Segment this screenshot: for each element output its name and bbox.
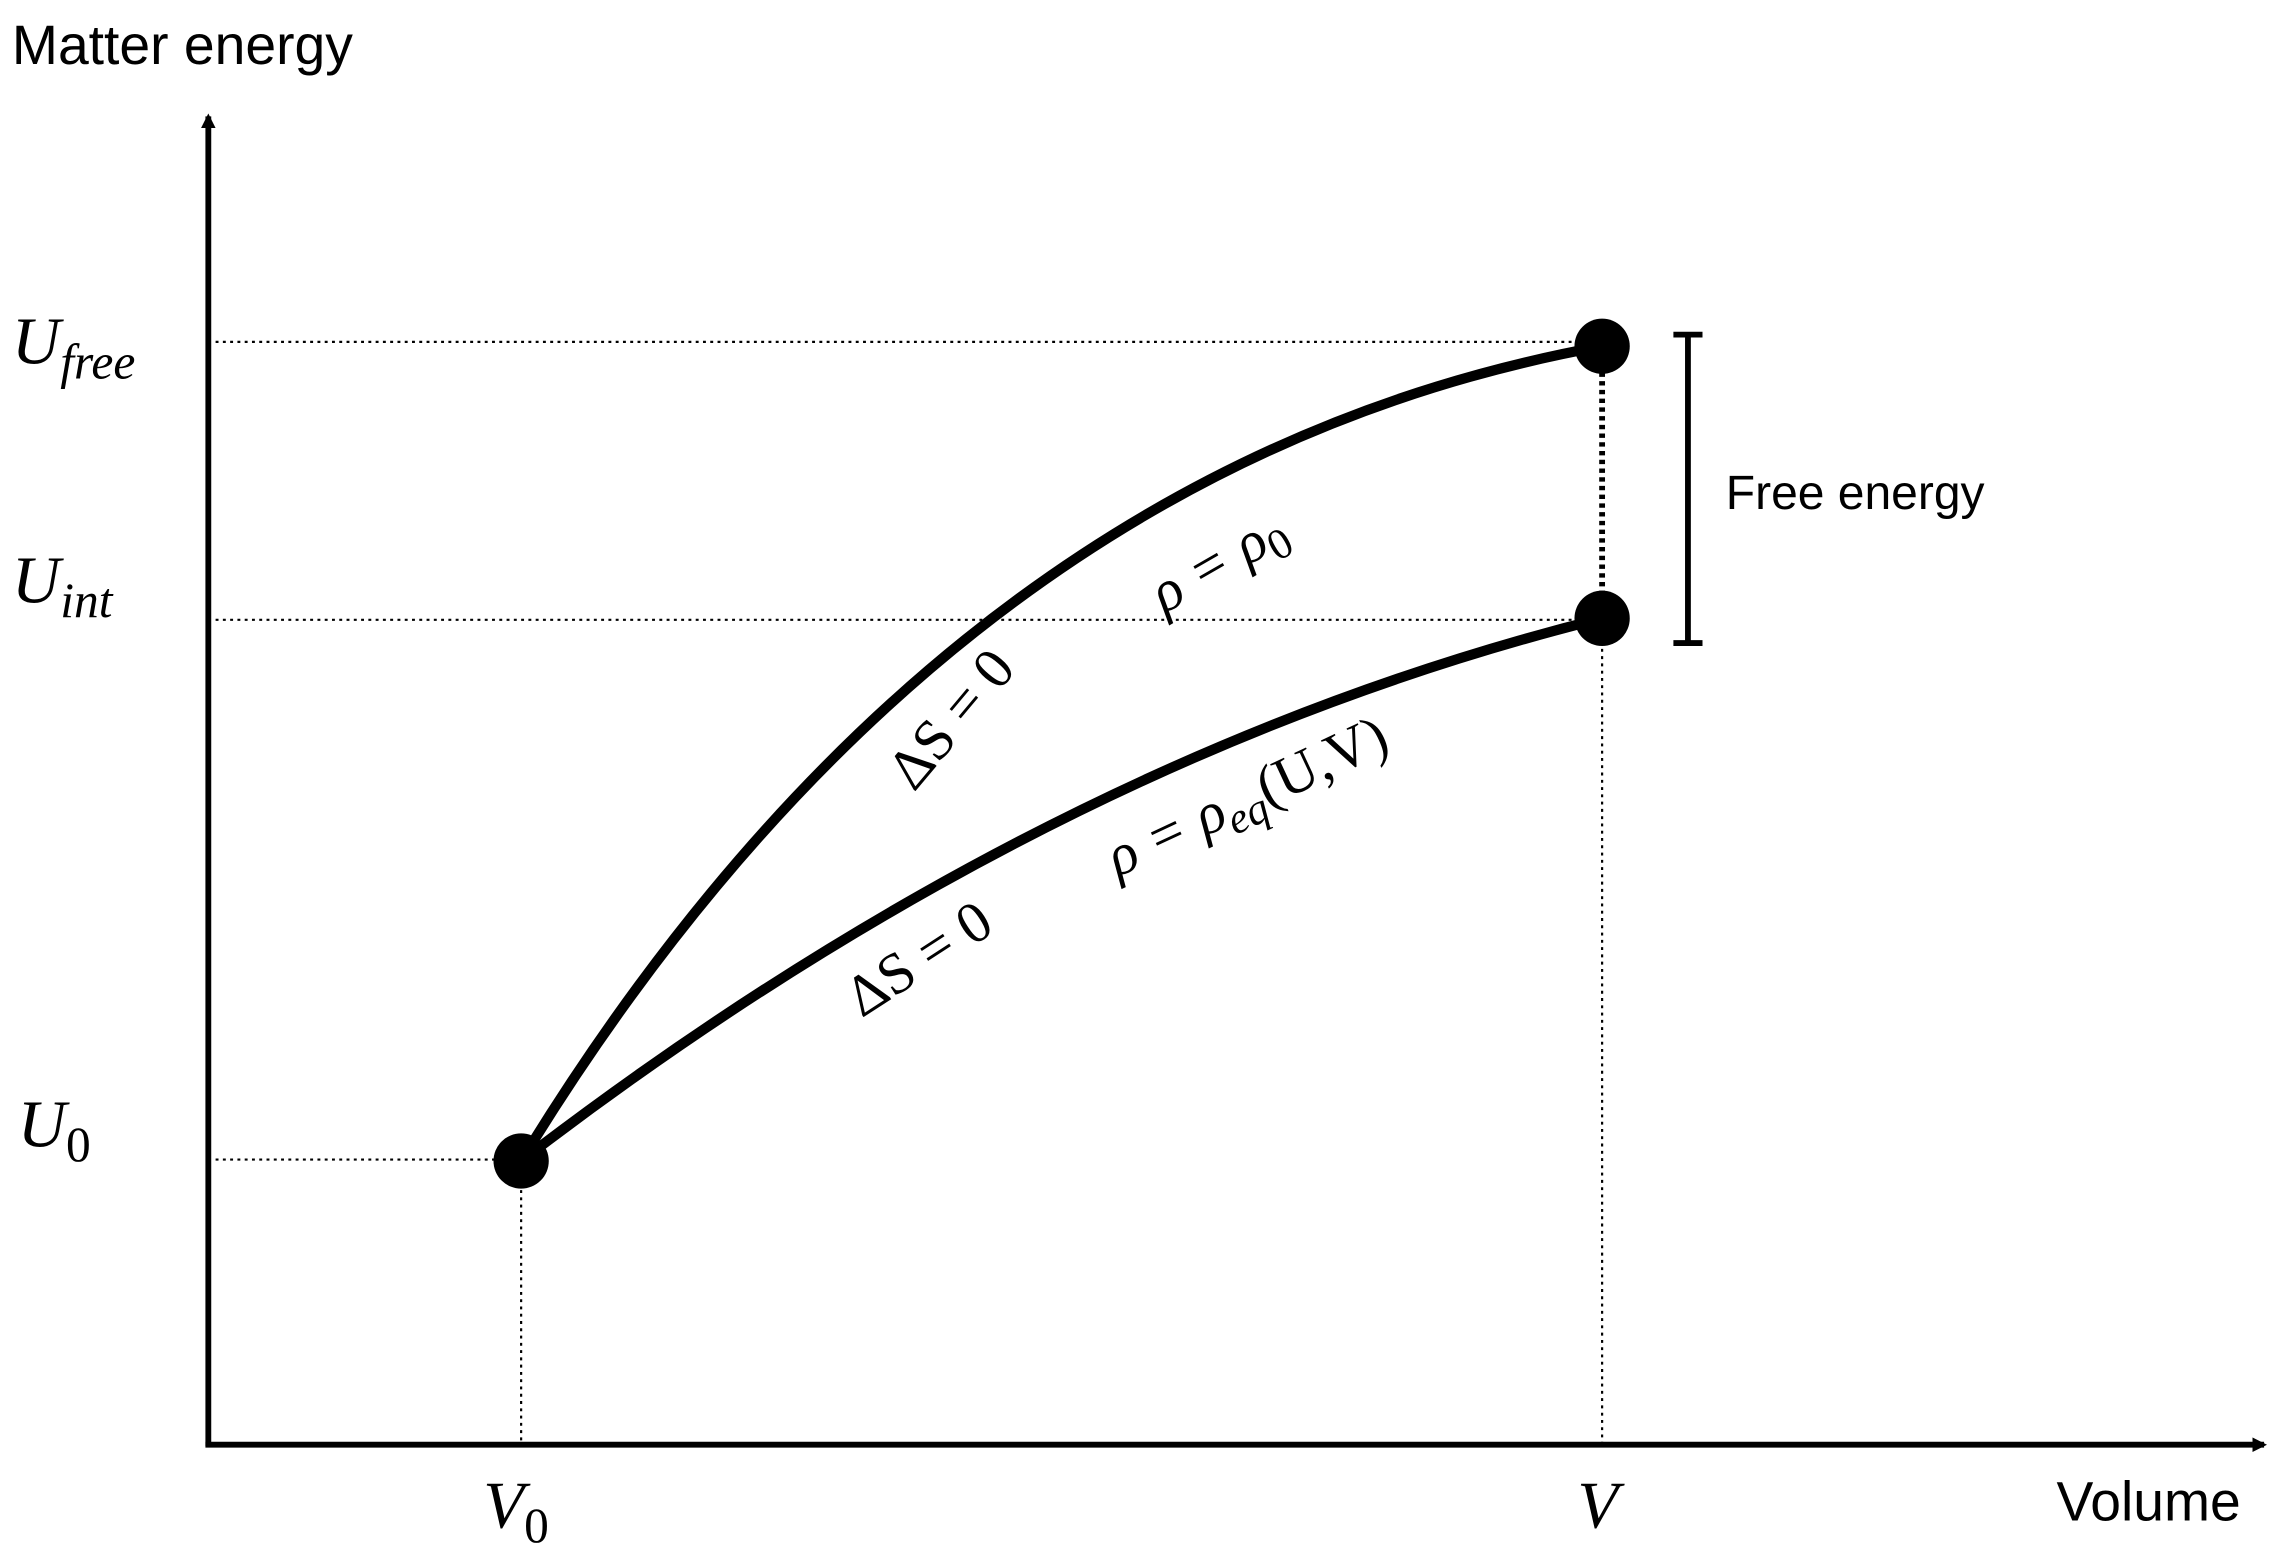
sub: free [60,334,135,389]
start-point [493,1133,549,1189]
x-level-label: V0 [483,1469,549,1548]
lower-curve [518,613,1604,1166]
y-level-label: Uint [12,543,114,628]
y-level-label: Ufree [12,305,135,390]
main: U [18,1087,70,1161]
bracket [1673,331,1703,646]
int-point [1574,590,1630,646]
sub: int [60,573,113,628]
sub: 0 [66,1117,91,1172]
x-axis-label: Volume [2056,1470,2240,1532]
main: U [12,305,64,379]
main: V [483,1469,531,1543]
main: U [12,543,64,617]
x-level-label: V [1577,1469,1625,1543]
free-point [1574,318,1630,374]
sub: 0 [524,1498,549,1548]
y-level-label: U0 [18,1087,91,1172]
guides [215,340,1604,1445]
y-axis-label: Matter energy [12,14,353,76]
upper-curve [516,341,1604,1164]
bracket-label: Free energy [1726,467,1985,520]
